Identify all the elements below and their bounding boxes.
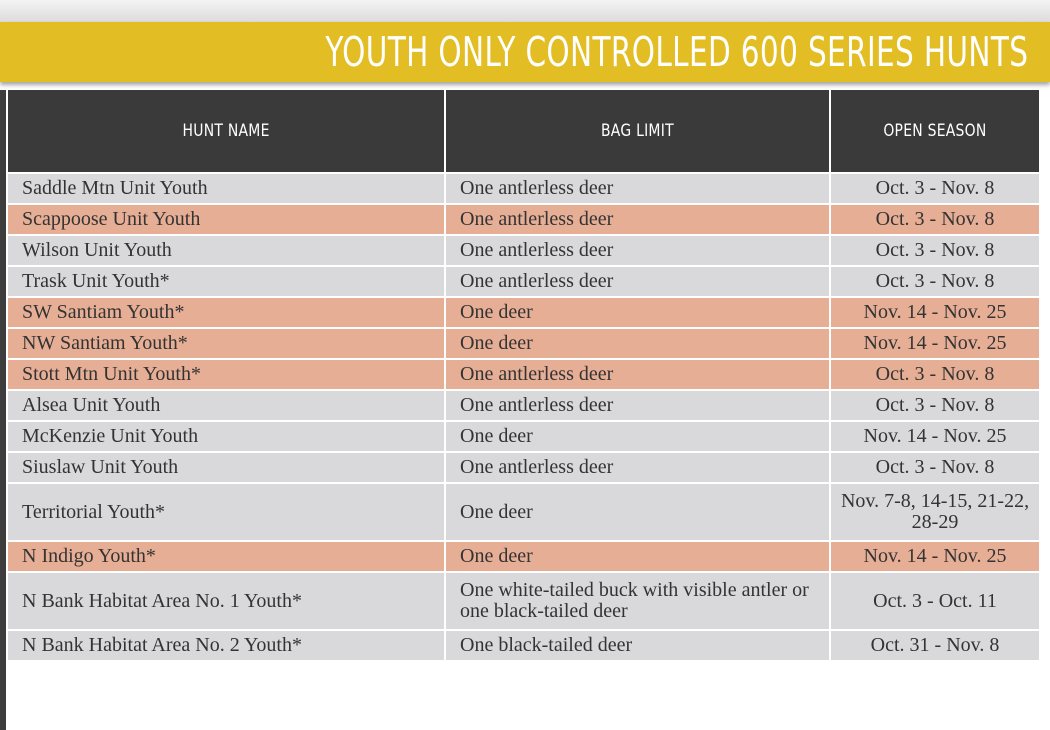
table-row: Stott Mtn Unit Youth* One antlerless deer… xyxy=(6,358,1041,391)
hunt-name-cell: McKenzie Unit Youth xyxy=(6,420,446,453)
header-hunt-name: HUNT NAME xyxy=(6,90,446,174)
header-hunt-name-label: HUNT NAME xyxy=(182,121,270,141)
bag-limit-cell: One antlerless deer xyxy=(444,234,831,267)
hunt-name-cell: N Indigo Youth* xyxy=(6,540,446,573)
header-open-season-label: OPEN SEASON xyxy=(883,121,987,141)
bag-limit-cell: One antlerless deer xyxy=(444,172,831,205)
open-season-cell: Oct. 3 - Nov. 8 xyxy=(829,172,1041,205)
top-strip xyxy=(0,0,1050,22)
table-header-row: HUNT NAME BAG LIMIT OPEN SEASON xyxy=(6,90,1041,174)
hunt-name-cell: Territorial Youth* xyxy=(6,482,446,542)
open-season-cell: Oct. 3 - Nov. 8 xyxy=(829,358,1041,391)
hunt-name-cell: Wilson Unit Youth xyxy=(6,234,446,267)
bag-limit-cell: One antlerless deer xyxy=(444,389,831,422)
open-season-cell: Oct. 3 - Oct. 11 xyxy=(829,571,1041,631)
table-row: Territorial Youth* One deer Nov. 7-8, 14-1… xyxy=(6,482,1041,542)
open-season-cell: Oct. 3 - Nov. 8 xyxy=(829,265,1041,298)
hunt-name-cell: Siuslaw Unit Youth xyxy=(6,451,446,484)
bag-limit-cell: One deer xyxy=(444,420,831,453)
open-season-cell: Oct. 3 - Nov. 8 xyxy=(829,234,1041,267)
table-row: N Bank Habitat Area No. 2 Youth* One blac… xyxy=(6,629,1041,662)
page-title: YOUTH ONLY CONTROLLED 600 SERIES HUNTS xyxy=(325,28,1028,76)
open-season-cell: Oct. 31 - Nov. 8 xyxy=(829,629,1041,662)
bag-limit-cell: One deer xyxy=(444,540,831,573)
table-row: Trask Unit Youth* One antlerless deer Oct.… xyxy=(6,265,1041,298)
table-row: NW Santiam Youth* One deer Nov. 14 - Nov. … xyxy=(6,327,1041,360)
open-season-cell: Nov. 14 - Nov. 25 xyxy=(829,296,1041,329)
table-row: Wilson Unit Youth One antlerless deer Oct.… xyxy=(6,234,1041,267)
header-open-season: OPEN SEASON xyxy=(829,90,1041,174)
hunts-table: HUNT NAME BAG LIMIT OPEN SEASON Saddle M… xyxy=(6,90,1041,662)
hunt-name-cell: SW Santiam Youth* xyxy=(6,296,446,329)
hunt-name-cell: Scappoose Unit Youth xyxy=(6,203,446,236)
open-season-cell: Nov. 14 - Nov. 25 xyxy=(829,420,1041,453)
hunt-name-cell: Stott Mtn Unit Youth* xyxy=(6,358,446,391)
open-season-cell: Nov. 7-8, 14-15, 21-22, 28-29 xyxy=(829,482,1041,542)
hunts-table-container: HUNT NAME BAG LIMIT OPEN SEASON Saddle M… xyxy=(6,90,1050,730)
table-row: SW Santiam Youth* One deer Nov. 14 - Nov. … xyxy=(6,296,1041,329)
hunt-name-cell: Saddle Mtn Unit Youth xyxy=(6,172,446,205)
open-season-cell: Oct. 3 - Nov. 8 xyxy=(829,203,1041,236)
table-row: N Indigo Youth* One deer Nov. 14 - Nov. 25 xyxy=(6,540,1041,573)
bag-limit-cell: One antlerless deer xyxy=(444,358,831,391)
bag-limit-cell: One white-tailed buck with visible antle… xyxy=(444,571,831,631)
open-season-cell: Nov. 14 - Nov. 25 xyxy=(829,327,1041,360)
left-edge xyxy=(0,90,6,730)
table-row: Alsea Unit Youth One antlerless deer Oct. … xyxy=(6,389,1041,422)
bag-limit-cell: One deer xyxy=(444,482,831,542)
bag-limit-cell: One antlerless deer xyxy=(444,265,831,298)
table-row: Siuslaw Unit Youth One antlerless deer Oct… xyxy=(6,451,1041,484)
bag-limit-cell: One antlerless deer xyxy=(444,451,831,484)
open-season-cell: Oct. 3 - Nov. 8 xyxy=(829,451,1041,484)
bag-limit-cell: One antlerless deer xyxy=(444,203,831,236)
header-bag-limit-label: BAG LIMIT xyxy=(601,121,674,141)
hunt-name-cell: N Bank Habitat Area No. 1 Youth* xyxy=(6,571,446,631)
bag-limit-cell: One black-tailed deer xyxy=(444,629,831,662)
table-row: McKenzie Unit Youth One deer Nov. 14 - Nov… xyxy=(6,420,1041,453)
table-row: N Bank Habitat Area No. 1 Youth* One whit… xyxy=(6,571,1041,631)
title-bar: YOUTH ONLY CONTROLLED 600 SERIES HUNTS xyxy=(0,22,1050,82)
open-season-cell: Nov. 14 - Nov. 25 xyxy=(829,540,1041,573)
table-row: Saddle Mtn Unit Youth One antlerless deer… xyxy=(6,172,1041,205)
table-row: Scappoose Unit Youth One antlerless deer O… xyxy=(6,203,1041,236)
bag-limit-cell: One deer xyxy=(444,327,831,360)
hunt-name-cell: Trask Unit Youth* xyxy=(6,265,446,298)
open-season-cell: Oct. 3 - Nov. 8 xyxy=(829,389,1041,422)
header-bag-limit: BAG LIMIT xyxy=(444,90,831,174)
hunt-name-cell: Alsea Unit Youth xyxy=(6,389,446,422)
hunt-name-cell: NW Santiam Youth* xyxy=(6,327,446,360)
hunt-name-cell: N Bank Habitat Area No. 2 Youth* xyxy=(6,629,446,662)
bag-limit-cell: One deer xyxy=(444,296,831,329)
